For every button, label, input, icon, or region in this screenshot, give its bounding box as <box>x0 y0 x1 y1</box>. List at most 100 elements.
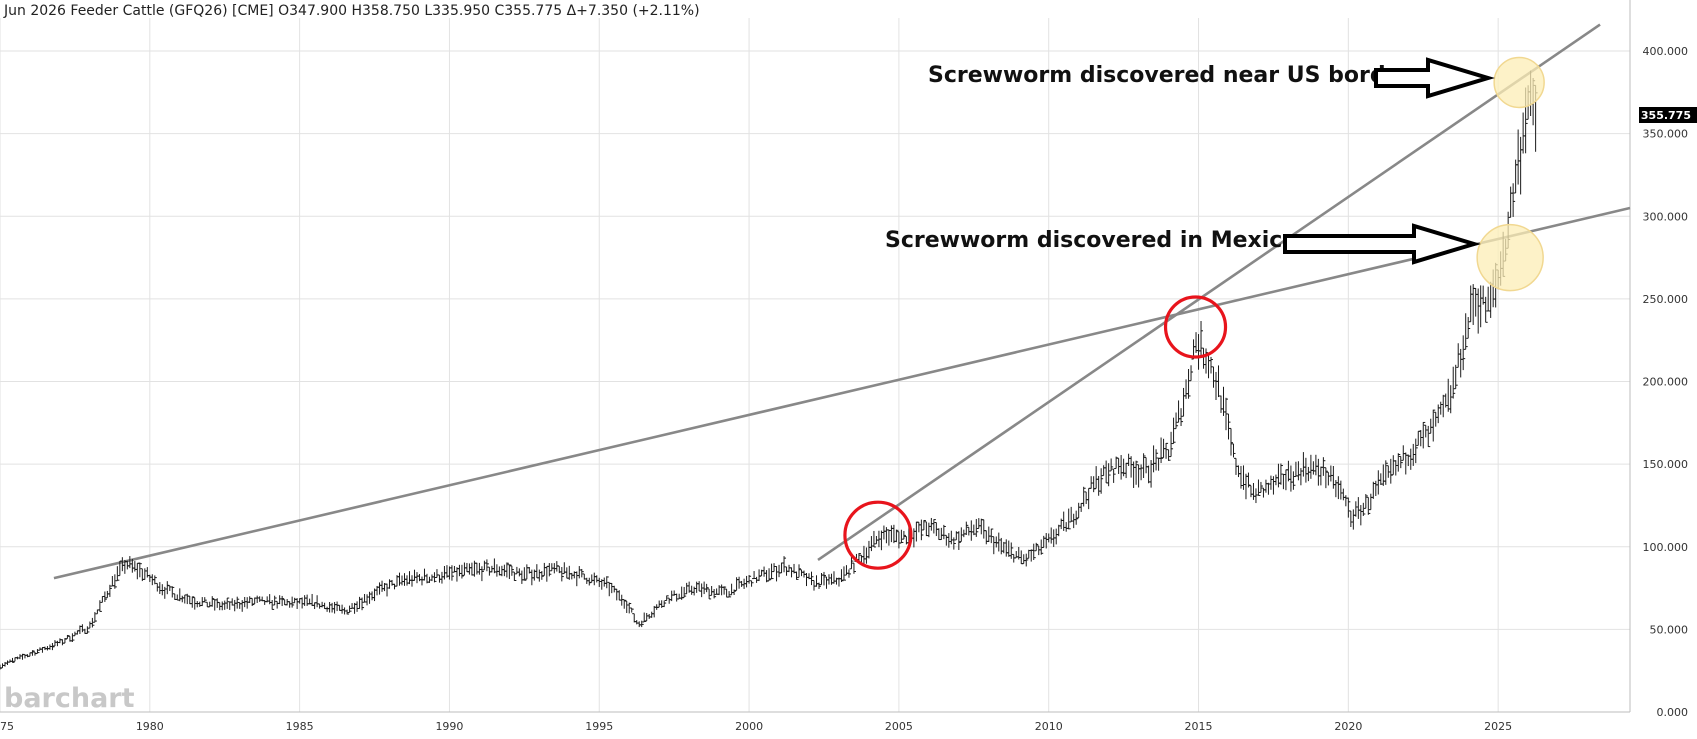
price-bar <box>310 593 315 607</box>
price-bar <box>177 588 182 602</box>
price-bar <box>434 569 439 579</box>
price-bar <box>936 528 941 541</box>
price-bar <box>230 598 235 606</box>
price-bar <box>35 649 40 654</box>
price-bar <box>1241 465 1246 490</box>
price-bar <box>1181 387 1186 417</box>
price-bars <box>0 70 1538 670</box>
price-bar <box>1099 468 1104 494</box>
price-bar <box>1209 356 1214 374</box>
price-bar <box>929 517 934 531</box>
price-bar <box>544 565 549 582</box>
price-bar <box>1331 465 1336 489</box>
price-bar <box>1189 365 1194 382</box>
price-bar <box>787 564 792 573</box>
price-bar <box>1358 505 1363 526</box>
y-tick-label: 100.000 <box>1643 541 1689 554</box>
price-bar <box>1079 502 1084 512</box>
price-bar <box>1391 455 1396 476</box>
x-tick-label: 2020 <box>1334 720 1362 733</box>
price-bar <box>999 537 1004 555</box>
chart-title: Jun 2026 Feeder Cattle (GFQ26) [CME] <box>4 3 274 19</box>
price-bar <box>976 518 981 529</box>
price-bar <box>899 529 904 544</box>
x-tick-label: 2015 <box>1185 720 1213 733</box>
price-bar <box>632 613 637 623</box>
price-bar <box>347 605 352 614</box>
price-bar <box>175 594 180 601</box>
price-bar <box>762 566 767 577</box>
price-bar <box>1109 458 1114 472</box>
price-bar <box>916 521 921 533</box>
price-bar <box>1458 348 1463 378</box>
price-bar <box>270 599 275 610</box>
price-bar <box>227 601 232 610</box>
x-tick-label: 2010 <box>1035 720 1063 733</box>
price-bar <box>772 563 777 573</box>
price-bar <box>1231 443 1236 458</box>
price-bar <box>92 612 97 623</box>
price-bar <box>757 569 762 582</box>
price-bar <box>1283 469 1288 491</box>
price-bar <box>30 650 35 656</box>
x-tick-label: 1995 <box>585 720 613 733</box>
price-bar <box>1031 543 1036 561</box>
price-bar <box>1174 412 1179 430</box>
price-bar <box>509 565 514 576</box>
price-bar <box>1471 284 1476 325</box>
price-bar <box>926 522 931 538</box>
price-bar <box>569 572 574 580</box>
price-bar <box>891 524 896 544</box>
price-bar <box>1026 549 1031 559</box>
price-bar <box>355 601 360 612</box>
price-bar <box>1049 527 1054 544</box>
price-bar <box>1263 479 1268 493</box>
price-bar <box>1521 112 1526 154</box>
price-bar <box>639 620 644 628</box>
price-bar <box>409 575 414 587</box>
price-bar <box>732 589 737 595</box>
price-bar <box>70 633 75 642</box>
price-bar <box>292 597 297 604</box>
price-bar <box>864 547 869 564</box>
price-bar <box>777 564 782 578</box>
price-bar <box>604 576 609 589</box>
x-tick-label: 1990 <box>435 720 463 733</box>
price-bar <box>567 565 572 580</box>
price-bar <box>1433 411 1438 427</box>
price-bar <box>1146 465 1151 484</box>
price-bar <box>959 527 964 543</box>
price-bar <box>1456 343 1461 368</box>
price-bar <box>739 580 744 587</box>
price-bar <box>689 585 694 595</box>
price-bar <box>866 540 871 559</box>
price-bar <box>147 574 152 582</box>
price-bar <box>1124 462 1129 479</box>
price-bar <box>457 564 462 577</box>
price-bar <box>1273 474 1278 486</box>
price-bar <box>300 597 305 609</box>
price-bar <box>507 564 512 580</box>
price-bar <box>719 584 724 596</box>
price-bar <box>90 617 95 628</box>
price-bar <box>25 654 30 658</box>
price-bar <box>1069 506 1074 523</box>
price-bar <box>484 559 489 572</box>
price-bar <box>127 556 132 569</box>
price-bar <box>592 572 597 586</box>
price-bar <box>1466 317 1471 339</box>
y-tick-label: 300.000 <box>1643 210 1689 223</box>
price-bar <box>220 601 225 611</box>
price-bar <box>97 600 102 612</box>
price-bar <box>669 590 674 602</box>
price-bar <box>1518 136 1523 195</box>
price-bar <box>325 606 330 612</box>
price-bar <box>152 575 157 585</box>
price-bar <box>1361 502 1366 516</box>
price-bar <box>350 603 355 609</box>
price-bar <box>587 577 592 586</box>
price-bar <box>185 593 190 605</box>
price-bar <box>1036 545 1041 556</box>
price-bar <box>594 575 599 583</box>
